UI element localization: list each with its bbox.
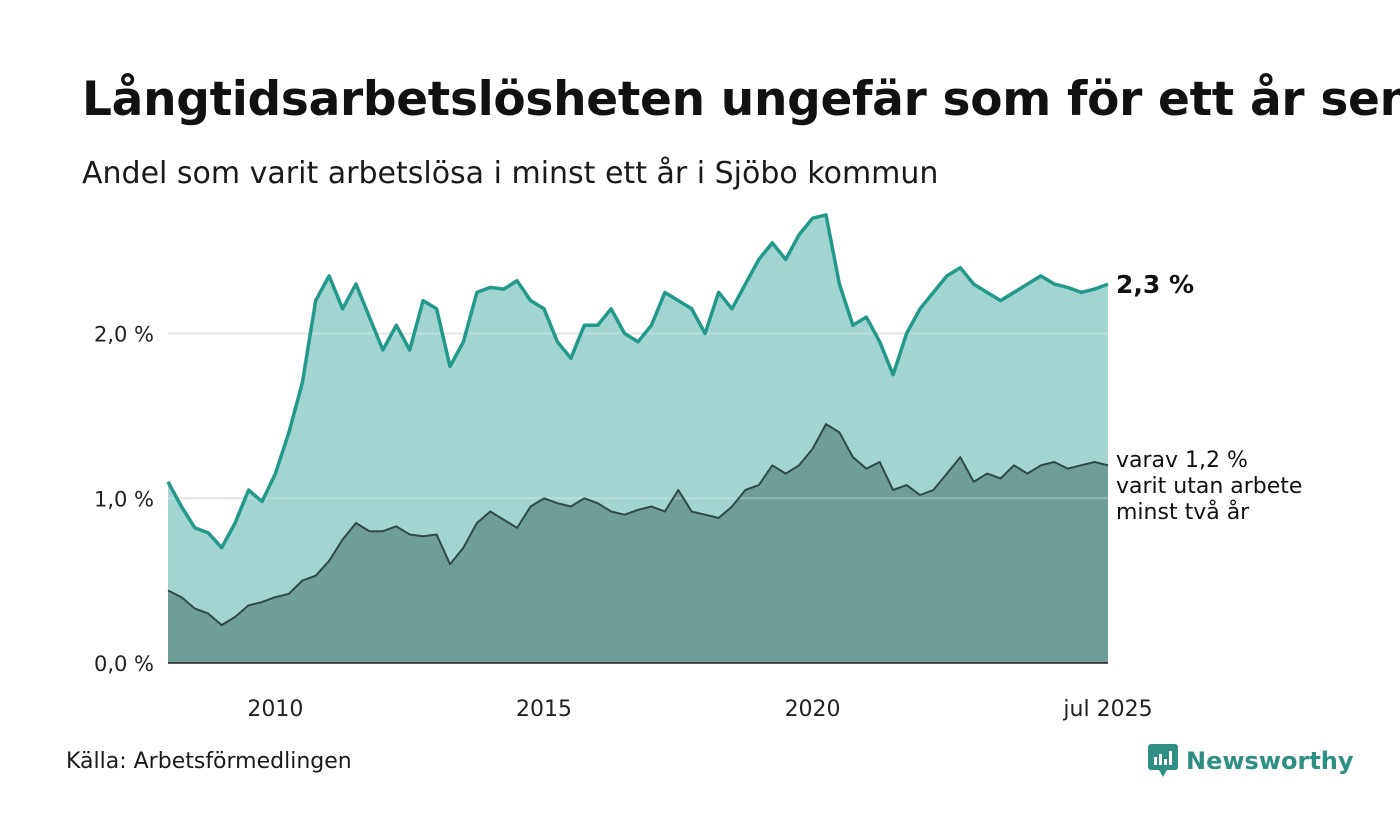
end-label-two-year: minst två år (1116, 499, 1250, 525)
newsworthy-logo-icon (1148, 744, 1178, 777)
series-line-two-year (167, 423, 1109, 627)
source-note: Källa: Arbetsförmedlingen (66, 749, 352, 774)
series-line-total (166, 213, 1109, 550)
end-label-two-year: varav 1,2 % (1116, 448, 1248, 473)
brand-name: Newsworthy (1186, 747, 1354, 775)
x-tick-label: 2010 (247, 697, 303, 722)
chart-subtitle: Andel som varit arbetslösa i minst ett å… (82, 156, 939, 191)
end-label-two-year: varit utan arbete (1116, 474, 1302, 499)
area-two-year (168, 424, 1108, 663)
brand-logo: Newsworthy (1148, 744, 1354, 778)
chart-title: Långtidsarbetslösheten ungefär som för e… (82, 72, 1400, 127)
x-tick-label: jul 2025 (1062, 697, 1152, 722)
x-tick-label: 2020 (785, 697, 841, 722)
y-tick-label: 0,0 % (94, 652, 154, 676)
y-tick-label: 2,0 % (94, 323, 154, 347)
end-label-total: 2,3 % (1116, 270, 1194, 299)
x-tick-label: 2015 (516, 697, 572, 722)
y-tick-label: 1,0 % (94, 487, 154, 511)
